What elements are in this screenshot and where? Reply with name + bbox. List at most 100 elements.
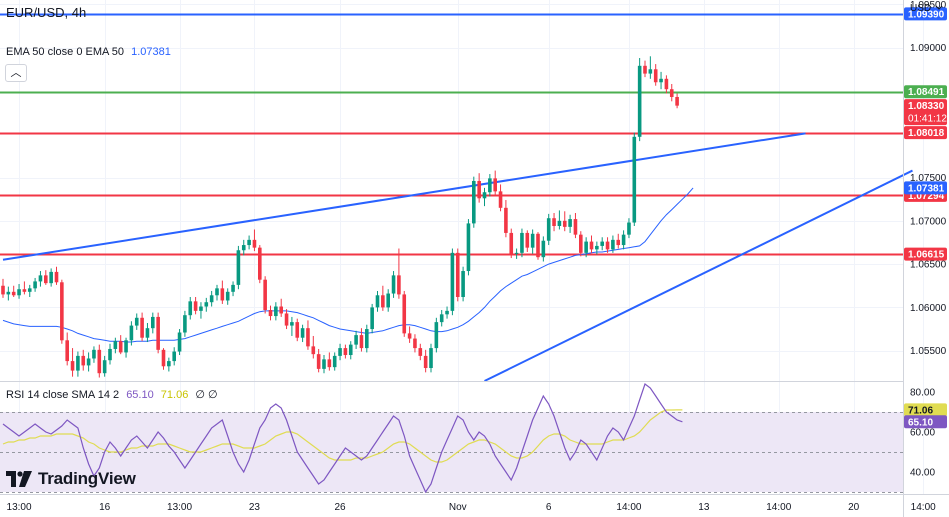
time-tick-label: 26	[334, 502, 346, 513]
price-axis[interactable]: 1.09500 1.09000 1.07500 1.07000 1.06500 1.060…	[910, 0, 947, 479]
candle-body	[562, 220, 567, 227]
candle	[70, 348, 75, 377]
candle	[145, 322, 150, 343]
candle	[279, 298, 283, 317]
time-axis[interactable]: 13:00 16 13:00 23 26 Nov 6 14:00 13 14:00 20 14:00	[7, 502, 937, 513]
candle-body	[413, 338, 417, 349]
tradingview-logo[interactable]: TradingView	[6, 468, 136, 490]
candle	[370, 303, 374, 334]
candle-body	[54, 271, 59, 283]
candle-body	[525, 232, 530, 248]
candle-body	[167, 361, 171, 367]
price-badge-bg	[904, 181, 947, 195]
candle	[648, 56, 653, 79]
symbol-title[interactable]: EUR/USD, 4h	[6, 5, 87, 20]
price-badge-bg	[904, 403, 947, 417]
candle	[27, 284, 32, 298]
candle-body	[653, 69, 658, 83]
candle-body	[402, 294, 407, 334]
candle	[22, 281, 27, 295]
price-badge-bg	[904, 247, 947, 261]
candle-body	[113, 341, 118, 349]
price-badge-bg	[904, 99, 947, 126]
candle	[386, 289, 390, 312]
candle-body	[49, 271, 53, 284]
candle-body	[520, 232, 524, 253]
candle	[584, 237, 588, 258]
price-badge: 1.09390	[904, 7, 947, 21]
candle-body	[65, 340, 69, 362]
time-tick-label: Nov	[449, 502, 467, 513]
candle	[669, 83, 674, 102]
candle-body	[455, 252, 460, 298]
candle-body	[445, 310, 449, 315]
time-tick-label: 13	[698, 502, 710, 513]
candle-body	[439, 314, 444, 323]
candle-body	[220, 288, 225, 301]
chevron-down-icon	[935, 5, 943, 10]
price-tick-label: 1.05500	[910, 346, 947, 357]
candle	[643, 60, 647, 78]
price-tick-label: 1.07000	[910, 216, 947, 227]
trendlines[interactable]	[2, 132, 913, 382]
candle	[616, 233, 621, 249]
candle-body	[418, 348, 423, 356]
candle	[327, 352, 332, 371]
candle-body	[664, 78, 669, 90]
candle	[600, 237, 604, 251]
tradingview-wordmark: TradingView	[38, 469, 136, 488]
candle	[236, 245, 241, 290]
candle	[38, 271, 43, 287]
candle-body	[38, 275, 43, 282]
candle-body	[605, 241, 610, 250]
rsi-legend-value: 65.10	[126, 389, 154, 401]
candle-body	[33, 281, 37, 289]
candle	[627, 218, 631, 239]
candle-body	[11, 291, 16, 296]
candle	[573, 213, 578, 239]
candle	[381, 285, 385, 311]
candle-body	[241, 245, 246, 251]
candle	[295, 318, 300, 342]
candle	[579, 231, 583, 257]
candle-body	[252, 239, 257, 248]
candle-body	[284, 313, 289, 326]
candle-body	[557, 220, 562, 227]
candle	[659, 71, 663, 90]
candle	[423, 349, 428, 373]
candle	[17, 284, 21, 299]
candle-body	[407, 333, 412, 339]
time-tick-label: 23	[249, 502, 261, 513]
candle	[504, 200, 508, 238]
candle-body	[338, 348, 342, 356]
candle-body	[327, 359, 332, 368]
ema-legend[interactable]: EMA 50 close 0 EMA 50 1.07381	[6, 46, 171, 58]
price-badge-label: 1.08018	[908, 128, 945, 139]
collapse-legend-button[interactable]: ︿	[5, 64, 27, 82]
price-badge: 1.07381	[904, 181, 947, 195]
currency-text: USD	[910, 3, 931, 14]
rsi-sma-line	[2, 409, 683, 463]
candle	[418, 343, 423, 361]
candle-body	[429, 348, 433, 369]
candle	[605, 237, 610, 253]
candle	[215, 284, 219, 301]
price-tick-label: 1.09500	[910, 0, 947, 11]
price-badge-label: 1.07294	[908, 191, 945, 202]
candle-body	[183, 315, 187, 333]
candle	[413, 334, 417, 353]
currency-label[interactable]: USD	[910, 3, 943, 14]
candle	[220, 280, 225, 304]
candle-body	[568, 219, 572, 227]
candle	[263, 276, 267, 314]
candle	[183, 310, 187, 337]
candle-body	[1, 285, 5, 295]
time-tick-label: 16	[99, 502, 111, 513]
candle	[306, 320, 310, 350]
candle	[60, 279, 64, 344]
candle	[397, 248, 401, 299]
candle	[450, 248, 455, 316]
candle	[65, 332, 69, 366]
rsi-legend[interactable]: RSI 14 close SMA 14 2 65.10 71.06 ∅ ∅	[6, 388, 218, 401]
